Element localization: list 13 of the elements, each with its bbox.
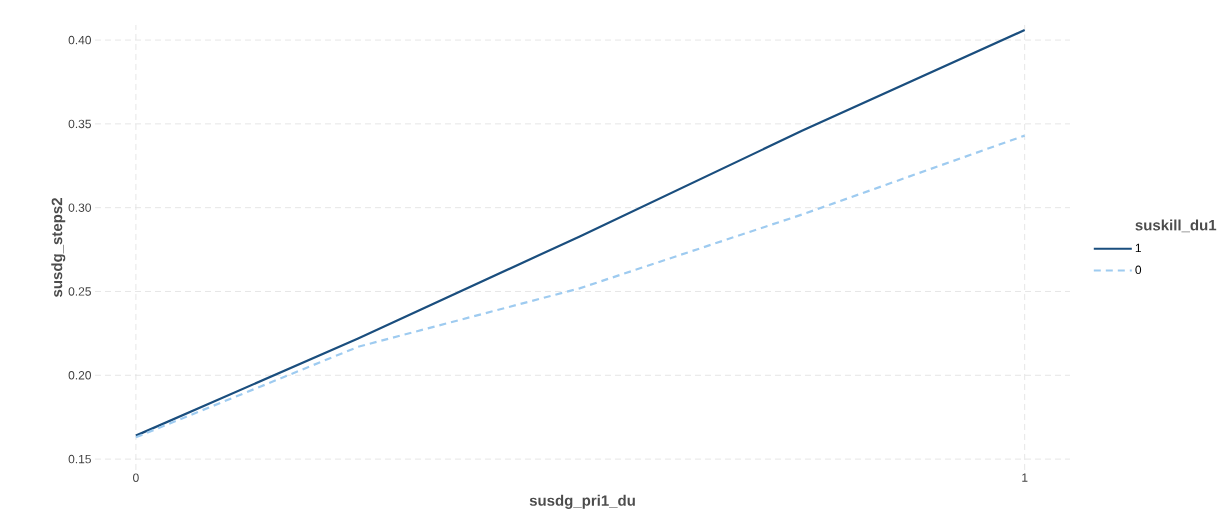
y-tick-label: 0.20 <box>68 371 92 380</box>
y-tick-label: 0.35 <box>68 119 91 129</box>
y-axis-title: susdg_steps2 <box>51 198 66 297</box>
legend-label: 1 <box>1135 243 1141 253</box>
x-axis-title: susdg_pri1_du <box>529 494 635 509</box>
y-tick-label: 0.30 <box>68 203 92 212</box>
line-series <box>134 134 1026 439</box>
y-tick-label: 0.25 <box>68 287 91 296</box>
y-tick-label: 0.15 <box>68 454 91 464</box>
line-series <box>134 28 1026 437</box>
legend-label: 0 <box>1135 265 1142 275</box>
y-tick-label: 0.40 <box>68 35 92 45</box>
legend-title: suskill_du1 <box>1135 219 1217 233</box>
